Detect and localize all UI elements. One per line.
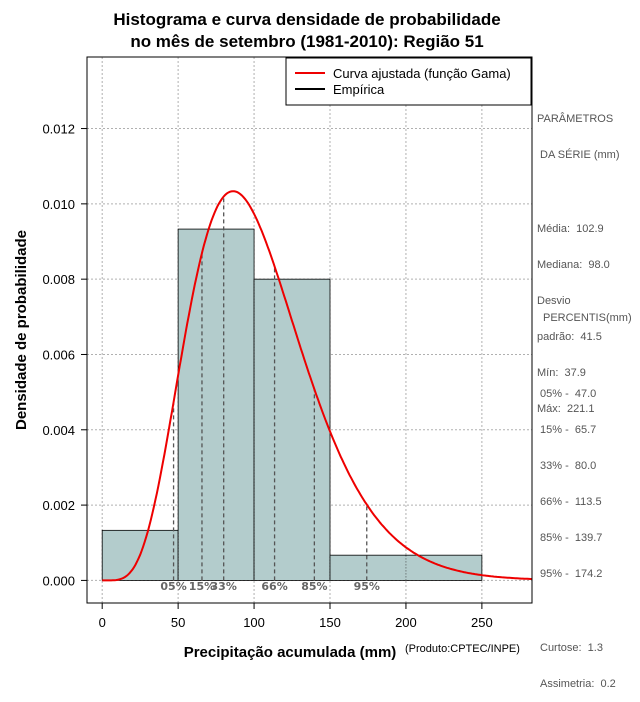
- stat-sd-line2: padrão: 41.5: [537, 331, 602, 343]
- stat-sd-line1: Desvio: [537, 295, 571, 307]
- y-tick-label: 0.008: [42, 272, 75, 287]
- percentile-66: 66% - 113.5: [540, 496, 602, 508]
- legend-curve-label: Curva ajustada (função Gama): [333, 66, 511, 81]
- x-axis: 0 50 100 150 200 250: [99, 603, 493, 630]
- legend-empirical-label: Empírica: [333, 82, 385, 97]
- x-axis-title: Precipitação acumulada (mm): [184, 644, 397, 660]
- x-tick-label: 0: [99, 615, 106, 630]
- percentile-label: 05%: [160, 580, 186, 593]
- x-tick-label: 50: [171, 615, 185, 630]
- percentiles-heading: PERCENTIS(mm): [543, 312, 632, 324]
- histogram-chart: Histograma e curva densidade de probabil…: [13, 10, 533, 660]
- y-tick-label: 0.004: [42, 423, 75, 438]
- percentile-85: 85% - 139.7: [540, 532, 603, 544]
- y-tick-label: 0.010: [42, 197, 75, 212]
- stats-heading-line1: PARÂMETROS: [537, 113, 614, 125]
- y-tick-label: 0.006: [42, 347, 75, 362]
- percentile-label: 66%: [261, 580, 287, 593]
- percentile-33: 33% - 80.0: [540, 460, 597, 472]
- chart-title-line2: no mês de setembro (1981-2010): Região 5…: [130, 32, 483, 51]
- y-axis-title: Densidade de probabilidade: [13, 230, 30, 430]
- y-tick-label: 0.000: [42, 573, 75, 588]
- percentile-label: 33%: [211, 580, 237, 593]
- stat-skewness: Assimetria: 0.2: [540, 678, 616, 690]
- legend: Curva ajustada (função Gama) Empírica: [285, 57, 532, 106]
- stats-heading-line2: DA SÉRIE (mm): [537, 149, 620, 161]
- x-tick-label: 200: [395, 615, 417, 630]
- stat-max: Máx: 221.1: [537, 403, 595, 415]
- stats-panel: PARÂMETROS DA SÉRIE (mm) Média: 102.9 Me…: [537, 89, 620, 427]
- percentile-lines: 05% 15%33% 66% 85% 95%: [160, 196, 380, 593]
- percentile-label: 15%: [189, 580, 215, 593]
- percentiles-panel: PERCENTIS(mm) 05% - 47.0 15% - 65.7 33% …: [540, 288, 632, 702]
- y-axis: 0.000 0.002 0.004 0.006 0.008 0.010 0.012: [42, 122, 87, 588]
- x-tick-label: 150: [319, 615, 341, 630]
- stat-min: Mín: 37.9: [537, 367, 586, 379]
- percentile-15: 15% - 65.7: [540, 424, 597, 436]
- percentile-label: 85%: [301, 580, 327, 593]
- legend-box: [285, 57, 532, 106]
- gamma-curve: [102, 190, 532, 582]
- stat-median: Mediana: 98.0: [537, 259, 610, 271]
- stat-mean: Média: 102.9: [537, 223, 604, 235]
- percentile-label: 95%: [354, 580, 380, 593]
- percentile-05: 05% - 47.0: [540, 388, 597, 400]
- histogram-bar: [177, 228, 255, 581]
- x-tick-label: 250: [471, 615, 493, 630]
- y-tick-label: 0.002: [42, 498, 75, 513]
- gamma-curve-layer: [102, 190, 532, 582]
- histogram-bar: [253, 278, 331, 581]
- stat-kurtosis: Curtose: 1.3: [540, 642, 603, 654]
- histogram-bars: [101, 228, 483, 581]
- x-tick-label: 100: [243, 615, 265, 630]
- chart-title-line1: Histograma e curva densidade de probabil…: [113, 10, 500, 29]
- percentile-95: 95% - 174.2: [540, 568, 603, 580]
- y-tick-label: 0.012: [42, 122, 75, 137]
- plot-frame: [86, 56, 533, 604]
- product-credit: (Produto:CPTEC/INPE): [405, 643, 520, 655]
